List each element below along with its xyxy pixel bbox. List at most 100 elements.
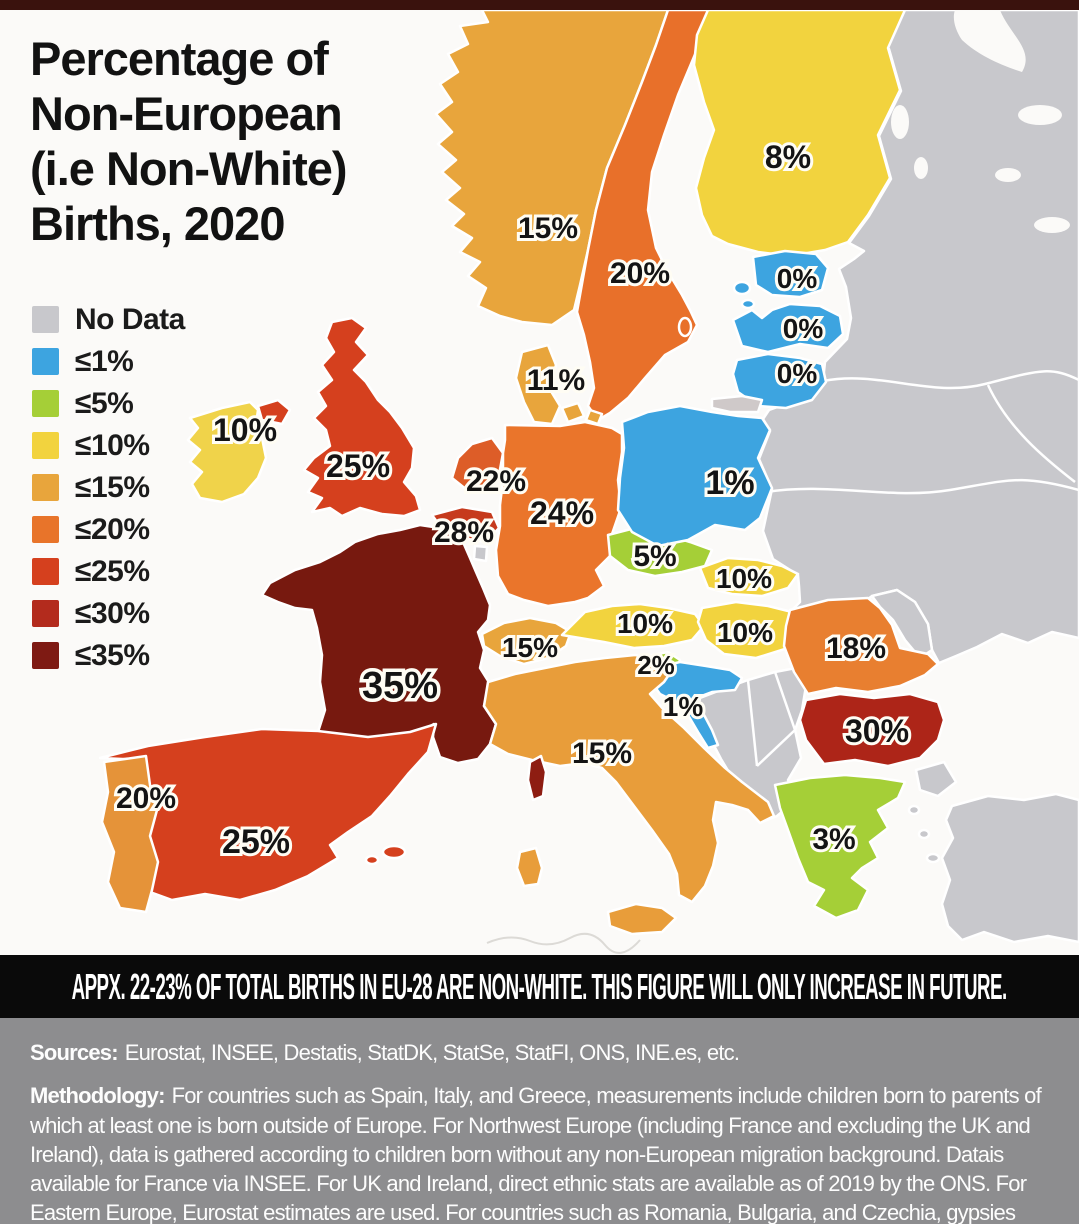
legend-label: ≤20% [75, 512, 150, 546]
methodology-text: For countries such as Spain, Italy, and … [30, 1083, 1042, 1224]
country-italy [482, 653, 776, 904]
legend-swatch [32, 432, 59, 459]
lake [1018, 105, 1062, 125]
map-label-netherlands: 22% [466, 465, 526, 498]
internal-border [822, 370, 1079, 390]
map-label-belgium: 28% [434, 516, 494, 549]
country-denmark [514, 343, 562, 426]
island-sicily [606, 902, 678, 936]
country-sweden [575, 10, 710, 422]
title-line: Births, 2020 [30, 196, 285, 250]
country-northern-ireland [256, 398, 292, 426]
country-poland [616, 404, 774, 548]
country-portugal [100, 754, 160, 914]
map-label-uk: 25% [326, 448, 390, 484]
internal-border [756, 729, 796, 767]
lake [891, 105, 909, 139]
country-france [260, 523, 498, 765]
map-label-lithuania: 0% [777, 358, 818, 389]
internal-border [765, 478, 1079, 495]
legend-label: ≤30% [75, 596, 150, 630]
island-corsica [526, 754, 548, 802]
legend-swatch [32, 348, 59, 375]
europe-choropleth-map: 15% 20% 8% 0% 0% 0% 11% 10% 25% 22% 28% … [98, 10, 1079, 954]
island-gotland [677, 316, 693, 338]
country-switzerland [480, 616, 573, 666]
legend-label: ≤15% [75, 470, 150, 504]
country-finland [692, 10, 907, 258]
country-greece [773, 773, 907, 920]
country-slovakia [698, 556, 800, 598]
legend-swatch [32, 306, 59, 333]
legend-item-1pct: ≤1% [32, 345, 185, 378]
legend-label: ≤5% [75, 386, 134, 420]
country-turkey [940, 792, 1079, 944]
title-line: Non-European [30, 86, 343, 140]
map-label-czechia: 5% [633, 540, 676, 573]
legend-item-15pct: ≤15% [32, 471, 185, 504]
legend-label: No Data [75, 302, 185, 336]
title-line: (i.e Non-White) [30, 141, 348, 195]
map-label-ireland: 10% [213, 412, 277, 448]
aegean-island [925, 852, 941, 864]
country-latvia [731, 302, 845, 354]
map-label-poland: 1% [705, 464, 754, 502]
legend-label: ≤10% [75, 428, 150, 462]
map-label-norway: 15% [518, 212, 578, 245]
africa-coastline [486, 932, 641, 954]
banner-text: APPX. 22-23% OF TOTAL BIRTHS IN EU-28 AR… [71, 965, 1008, 1007]
map-label-slovenia: 2% [637, 650, 675, 680]
title-line: Percentage of [30, 32, 329, 85]
map-label-greece: 3% [812, 823, 855, 856]
map-label-hungary: 10% [717, 617, 773, 648]
internal-border [986, 384, 1076, 483]
map-label-bulgaria: 30% [845, 713, 909, 749]
map-label-austria: 10% [617, 608, 673, 639]
country-bulgaria [798, 692, 946, 768]
legend-item-35pct: ≤35% [32, 639, 185, 672]
europe-map-section: 15% 20% 8% 0% 0% 0% 11% 10% 25% 22% 28% … [0, 10, 1079, 955]
map-legend: No Data ≤1% ≤5% ≤10% ≤15% ≤20% [32, 303, 185, 684]
country-croatia [648, 660, 744, 750]
map-label-switzerland: 15% [502, 632, 558, 663]
map-label-finland: 8% [765, 139, 811, 175]
island-mallorca [381, 844, 407, 860]
map-label-germany: 24% [530, 495, 594, 531]
aegean-island [907, 804, 921, 816]
footer-notes: Sources: Eurostat, INSEE, Destatis, StatD… [0, 1018, 1079, 1224]
map-label-spain: 25% [222, 823, 290, 861]
legend-label: ≤25% [75, 554, 150, 588]
legend-swatch [32, 558, 59, 585]
island-ibiza [364, 854, 380, 866]
sources-text: Eurostat, INSEE, Destatis, StatDK, StatS… [124, 1040, 740, 1065]
estonia-islands [732, 280, 752, 296]
country-lithuania [731, 352, 828, 410]
legend-swatch [32, 600, 59, 627]
legend-item-5pct: ≤5% [32, 387, 185, 420]
top-border-strip [0, 0, 1079, 10]
internal-border [746, 679, 759, 767]
map-label-denmark: 11% [527, 364, 585, 397]
page-title: Percentage of Non-European (i.e Non-Whit… [30, 32, 348, 252]
legend-swatch [32, 516, 59, 543]
map-label-croatia: 1% [663, 691, 704, 722]
country-ireland [186, 400, 268, 504]
country-united-kingdom [302, 316, 422, 518]
lake [1034, 217, 1070, 233]
map-label-romania: 18% [826, 632, 886, 665]
estonia-islands [740, 298, 756, 310]
sources-line: Sources: Eurostat, INSEE, Destatis, StatD… [30, 1038, 1049, 1067]
sources-label: Sources: [30, 1040, 119, 1065]
legend-swatch [32, 474, 59, 501]
aegean-island [917, 828, 931, 840]
white-sea [953, 10, 1026, 72]
country-turkey-europe [914, 760, 958, 798]
country-kaliningrad [710, 394, 764, 414]
country-romania [782, 596, 940, 696]
legend-item-10pct: ≤10% [32, 429, 185, 462]
map-label-france: 35% [362, 665, 438, 707]
legend-item-30pct: ≤30% [32, 597, 185, 630]
country-luxembourg [472, 544, 489, 563]
legend-item-no-data: No Data [32, 303, 185, 336]
